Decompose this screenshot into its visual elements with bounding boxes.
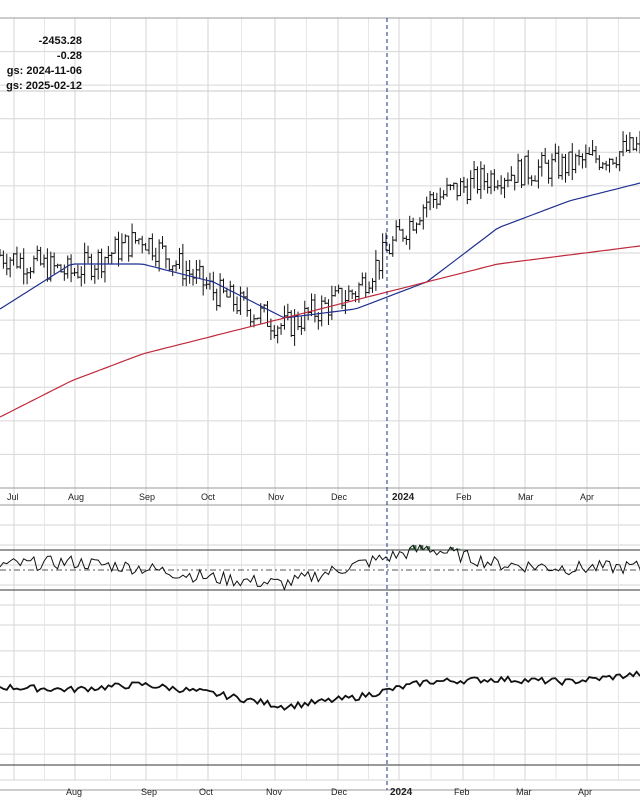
price-x-tick-label: Sep (139, 492, 155, 502)
bottom-x-tick-label: Aug (66, 787, 82, 797)
bottom-x-tick-label: Apr (578, 787, 592, 797)
value-line: -2453.28 (38, 35, 82, 47)
price-x-tick-label: Oct (201, 492, 216, 502)
bottom-x-tick-label: Dec (331, 787, 348, 797)
price-x-tick-label: Jul (7, 492, 19, 502)
price-x-tick-label: Mar (518, 492, 534, 502)
price-x-tick-label: 2024 (392, 492, 415, 503)
indicator-line (0, 670, 640, 711)
bottom-x-tick-label: Mar (516, 787, 532, 797)
bottom-x-tick-label: Oct (199, 787, 214, 797)
price-info-box: -2453.28 -0.28 gs: 2024-11-06 gs: 2025-0… (0, 34, 82, 94)
earnings-last-line: gs: 2024-11-06 (6, 65, 82, 77)
ma-short-line (0, 182, 640, 319)
price-x-tick-label: Dec (331, 492, 348, 502)
price-x-tick-label: Aug (68, 492, 84, 502)
bottom-x-tick-label: Feb (454, 787, 470, 797)
bottom-x-tick-label: Nov (266, 787, 283, 797)
oscillator-line (0, 544, 640, 592)
ma-long-line (0, 245, 640, 418)
earnings-next-line: gs: 2025-02-12 (6, 80, 82, 92)
price-x-tick-label: Apr (580, 492, 594, 502)
grid-lines (0, 17, 640, 781)
bottom-x-tick-label: 2024 (390, 787, 413, 798)
price-x-tick-label: Nov (268, 492, 285, 502)
bottom-x-tick-label: Sep (141, 787, 157, 797)
change-line: -0.28 (56, 50, 82, 62)
price-x-tick-label: Feb (456, 492, 472, 502)
